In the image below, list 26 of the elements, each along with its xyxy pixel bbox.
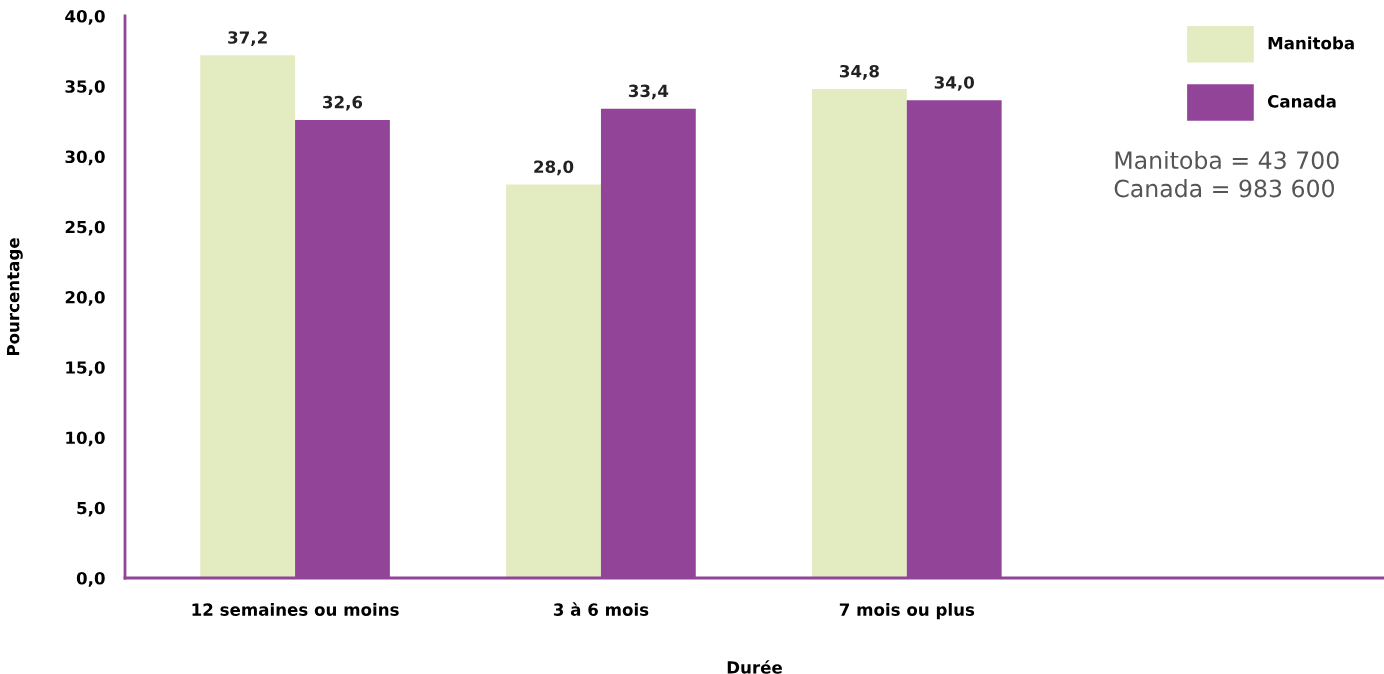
y-tick-label: 20,0	[65, 290, 105, 306]
x-axis-title: Durée	[727, 660, 782, 674]
y-tick-label: 30,0	[65, 150, 105, 166]
bar	[200, 55, 296, 578]
x-tick-label: 7 mois ou plus	[839, 603, 975, 620]
bar	[812, 89, 907, 578]
y-tick-label: 15,0	[66, 361, 105, 376]
data-label: 28,0	[534, 160, 574, 176]
legend-label: Canada	[1267, 94, 1336, 108]
data-label: 32,6	[323, 95, 363, 111]
data-label: 34,0	[934, 76, 974, 91]
y-tick-label: 5,0	[77, 501, 105, 517]
text: Manitoba = 43 700 Canada = 983 600	[1114, 150, 1339, 198]
x-tick-label: 3 à 6 mois	[553, 602, 649, 616]
y-tick-label: 0,0	[76, 571, 105, 587]
y-tick-label: 25,0	[65, 220, 105, 236]
y-tick-label: 35,0	[65, 80, 105, 95]
data-label: 34,8	[839, 64, 879, 80]
bar	[506, 184, 601, 578]
legend-label: Manitoba	[1268, 36, 1354, 50]
y-tick-label: 40,0	[65, 9, 105, 25]
y-axis-title: Pourcentage	[7, 238, 23, 356]
data-label: 33,4	[628, 84, 669, 100]
y-tick-label: 10,0	[66, 431, 105, 447]
data-label: 37,2	[228, 31, 267, 46]
x-tick-label: 12 semaines ou moins	[192, 603, 399, 616]
